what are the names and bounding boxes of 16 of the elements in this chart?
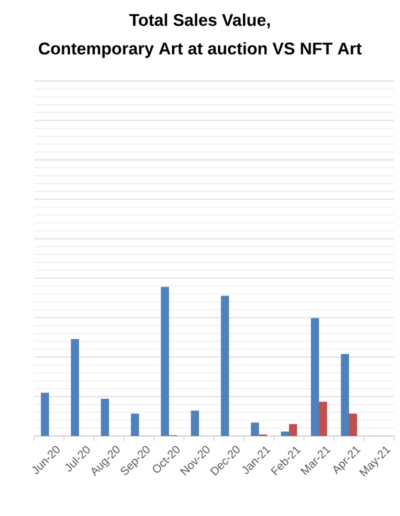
bar: [349, 414, 358, 436]
bar: [310, 318, 320, 436]
bar: [40, 392, 49, 436]
bar: [280, 432, 290, 436]
bar: [220, 296, 230, 436]
bar: [319, 402, 328, 436]
bar: [190, 410, 199, 436]
bar: [340, 354, 350, 436]
bar: [250, 422, 260, 436]
bar: [289, 424, 298, 436]
bar: [100, 398, 109, 436]
bar: [160, 286, 169, 436]
chart-subtitle: Contemporary Art at auction VS NFT Art: [38, 42, 362, 58]
bar: [70, 339, 79, 436]
bar: [130, 414, 139, 436]
chart-title: Total Sales Value,: [129, 14, 270, 28]
